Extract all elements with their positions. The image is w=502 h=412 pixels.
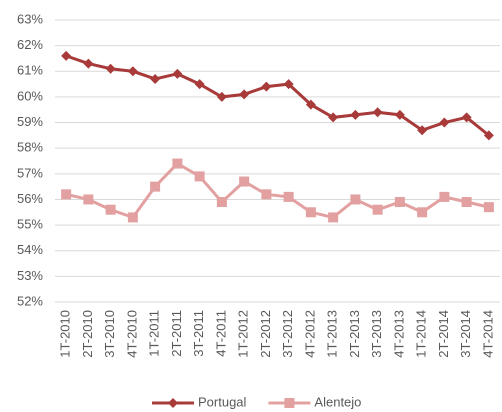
- x-tick-label: 1T-2014: [414, 310, 429, 358]
- x-tick-label: 3T-2012: [280, 310, 295, 358]
- y-tick-label: 53%: [17, 268, 43, 283]
- x-tick-label: 1T-2012: [236, 310, 251, 358]
- legend-label: Alentejo: [314, 394, 361, 409]
- point: [127, 66, 138, 77]
- x-tick-label: 3T-2011: [191, 310, 206, 357]
- point: [305, 99, 316, 110]
- point: [483, 130, 494, 141]
- point: [461, 197, 472, 208]
- point: [328, 212, 339, 223]
- point: [261, 189, 272, 200]
- x-tick-label: 4T-2010: [124, 310, 139, 358]
- x-tick-label: 3T-2010: [102, 310, 117, 358]
- y-tick-label: 63%: [17, 11, 43, 26]
- legend-marker: [168, 398, 178, 408]
- y-tick-label: 61%: [17, 63, 43, 78]
- y-tick-label: 62%: [17, 37, 43, 52]
- point: [194, 171, 205, 182]
- point: [394, 197, 405, 208]
- point: [239, 176, 250, 187]
- point: [417, 125, 428, 136]
- point: [372, 204, 383, 215]
- x-tick-label: 1T-2010: [58, 310, 73, 358]
- x-tick-label: 4T-2014: [480, 310, 495, 358]
- x-tick-label: 2T-2014: [436, 310, 451, 358]
- y-tick-label: 58%: [17, 140, 43, 155]
- x-tick-label: 4T-2011: [213, 310, 228, 357]
- y-tick-label: 56%: [17, 191, 43, 206]
- point: [172, 68, 183, 79]
- point: [439, 117, 450, 128]
- series-line: [65, 54, 490, 137]
- point: [150, 73, 161, 84]
- point: [417, 207, 428, 218]
- y-tick-label: 59%: [17, 114, 43, 129]
- point: [216, 197, 227, 208]
- point: [394, 109, 405, 120]
- x-tick-label: 3T-2013: [369, 310, 384, 358]
- point: [105, 63, 116, 74]
- point: [461, 112, 472, 123]
- point: [239, 89, 250, 100]
- point: [61, 189, 72, 200]
- point: [439, 191, 450, 202]
- point: [372, 107, 383, 118]
- point: [216, 91, 227, 102]
- point: [172, 158, 183, 169]
- legend-label: Portugal: [198, 394, 247, 409]
- point: [105, 204, 116, 215]
- point: [127, 212, 138, 223]
- point: [350, 194, 361, 205]
- point: [61, 50, 72, 61]
- x-tick-label: 2T-2012: [258, 310, 273, 358]
- point: [150, 181, 161, 192]
- y-tick-label: 57%: [17, 165, 43, 180]
- x-tick-label: 2T-2013: [347, 310, 362, 358]
- y-tick-label: 60%: [17, 88, 43, 103]
- point: [83, 194, 94, 205]
- y-tick-label: 52%: [17, 293, 43, 308]
- x-tick-label: 1T-2013: [325, 310, 340, 358]
- point: [328, 112, 339, 123]
- point: [483, 202, 494, 213]
- point: [350, 109, 361, 120]
- x-tick-label: 3T-2014: [458, 310, 473, 358]
- point: [83, 58, 94, 69]
- x-tick-label: 4T-2013: [391, 310, 406, 358]
- x-tick-label: 2T-2010: [80, 310, 95, 358]
- point: [283, 79, 294, 90]
- y-tick-label: 54%: [17, 242, 43, 257]
- y-tick-label: 55%: [17, 217, 43, 232]
- legend-marker: [284, 398, 295, 408]
- point: [194, 79, 205, 90]
- point: [305, 207, 316, 218]
- x-tick-label: 1T-2011: [147, 310, 162, 357]
- point: [261, 81, 272, 92]
- point: [283, 191, 294, 202]
- x-tick-label: 2T-2011: [169, 310, 184, 357]
- x-tick-label: 4T-2012: [302, 310, 317, 358]
